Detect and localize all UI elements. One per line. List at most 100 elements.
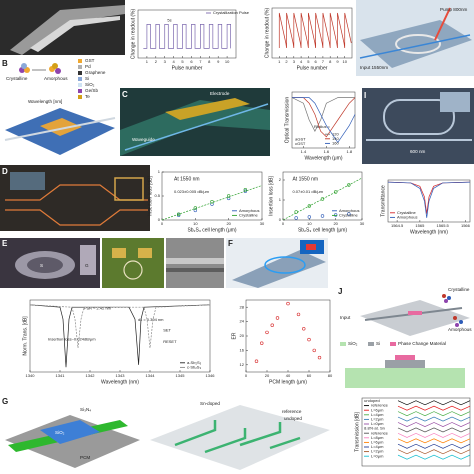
series-line — [143, 24, 231, 49]
data-point — [312, 348, 316, 353]
legend-label: L=6μm — [371, 439, 384, 444]
panel-e-part — [138, 248, 152, 258]
panel-j-part — [453, 316, 457, 320]
panel-a-photo — [0, 0, 125, 55]
annotation: 5s — [167, 18, 171, 23]
series-line — [161, 185, 263, 221]
x-tick-label: 6 — [315, 59, 318, 64]
pcm-label: PCM — [80, 455, 90, 460]
y-axis-label: Insertion loss [dB] — [268, 176, 274, 216]
x-axis-label: Wavelength (nm) — [101, 379, 139, 385]
x-tick-label: 1345 — [176, 373, 186, 378]
x-tick-label: 20 — [333, 221, 338, 226]
x-tick-label: 2 — [285, 59, 288, 64]
series-line — [291, 97, 355, 132]
x-tick-label: 6 — [190, 59, 193, 64]
annotation: RESET — [163, 339, 177, 344]
legend-label: Crystalline — [239, 212, 258, 217]
panel-i-part — [383, 99, 455, 135]
material-label: Graphene — [85, 70, 106, 75]
y-tick-label: 2 — [279, 177, 282, 182]
s-label: S — [40, 263, 43, 268]
x-tick-label: 1346 — [206, 373, 216, 378]
panel-c-part — [120, 100, 270, 156]
panel-b: B Crystalline Amorphous GST Pd Graphene … — [2, 58, 116, 155]
x-tick-label: 10 — [225, 59, 230, 64]
y-tick-label: 24 — [240, 319, 245, 324]
x-tick-label: 1.4 — [301, 149, 307, 154]
data-point — [176, 212, 181, 216]
panel-j-part — [408, 311, 422, 315]
panel-g-layout-part — [150, 405, 330, 470]
series-line — [282, 177, 363, 221]
panel-label: C — [122, 90, 128, 99]
legend-label: L=0μm — [371, 421, 384, 426]
legend-label: L=2μm — [371, 416, 384, 421]
panel-a-device-part — [359, 34, 471, 59]
x-tick-label: 1342 — [86, 373, 96, 378]
panel-a-device: Pump 800nm Input 1550nm — [356, 0, 474, 76]
panel-e-part — [27, 257, 63, 273]
legend-label: Crystalline — [397, 210, 416, 215]
x-tick-label: 30 — [360, 221, 365, 226]
material-label: SiO₂ — [85, 82, 95, 87]
panel-i-part — [440, 92, 470, 112]
x-tick-label: 8 — [208, 59, 211, 64]
panel-d-part — [5, 209, 148, 226]
annotation: cGST — [295, 141, 306, 146]
panel-j-part — [385, 360, 425, 368]
data-point — [320, 214, 325, 218]
series-line — [292, 97, 356, 138]
panel-c: C Electrode Waveguide — [120, 88, 270, 156]
panel-g-layout-part — [174, 420, 301, 454]
legend-label: L=8μm — [371, 435, 384, 440]
panel-label: B — [2, 59, 8, 68]
panel-label: J — [338, 287, 342, 296]
panel-e-part — [123, 260, 143, 280]
panel-f-part — [232, 250, 326, 288]
panel-label: G — [2, 397, 8, 406]
data-point — [302, 327, 306, 331]
panel-j-part — [459, 320, 463, 324]
x-tick-label: 3 — [293, 59, 296, 64]
data-point — [296, 312, 301, 317]
legend-label: c-Sb₂S₃ — [187, 364, 201, 369]
panel-label: E — [2, 239, 8, 248]
legend-label: L=6μm — [371, 407, 384, 412]
x-axis-label: PCM length (μm) — [269, 379, 307, 385]
material-label: Pd — [85, 64, 91, 69]
y-axis-label: Insertion loss [dB] — [147, 176, 153, 216]
panel-c-part — [124, 103, 269, 151]
x-tick-label: 10 — [193, 221, 198, 226]
data-point — [210, 200, 214, 204]
undoped-label: undoped — [284, 416, 302, 421]
sin-label: Si₃N₄ — [80, 407, 91, 412]
panel-d-part — [114, 177, 144, 201]
x-tick-label: 1 — [278, 59, 281, 64]
data-point — [317, 355, 322, 360]
legend-label: Crystallization Pulse — [213, 10, 250, 15]
panel-j-part — [368, 342, 374, 346]
panel-e-part — [80, 245, 96, 275]
material-label: Si — [85, 76, 89, 81]
y-tick-label: 0 — [158, 217, 161, 222]
panel-a-device-part — [434, 7, 451, 41]
pump-label: Pump 800nm — [440, 7, 467, 12]
panel-g: G Si₃N₄ SiO₂ PCM — [2, 397, 140, 468]
panel-a-device-part — [395, 34, 441, 54]
panel-a-photo-part — [30, 16, 120, 52]
y-tick-label: 0 — [279, 217, 282, 222]
panel-e-part — [112, 248, 126, 258]
x-axis-label: Wavelength (μm) — [305, 155, 343, 161]
x-tick-label: 5 — [307, 59, 310, 64]
x-tick-label: 30 — [260, 221, 265, 226]
data-point — [307, 337, 311, 342]
state-label: Crystalline — [6, 76, 28, 81]
x-tick-label: 60 — [307, 373, 312, 378]
y-tick-label: 1 — [279, 197, 282, 202]
x-tick-label: 10 — [307, 221, 312, 226]
x-tick-label: 0 — [245, 373, 248, 378]
x-tick-label: 80 — [328, 373, 333, 378]
panel-e: E S G — [0, 238, 224, 288]
